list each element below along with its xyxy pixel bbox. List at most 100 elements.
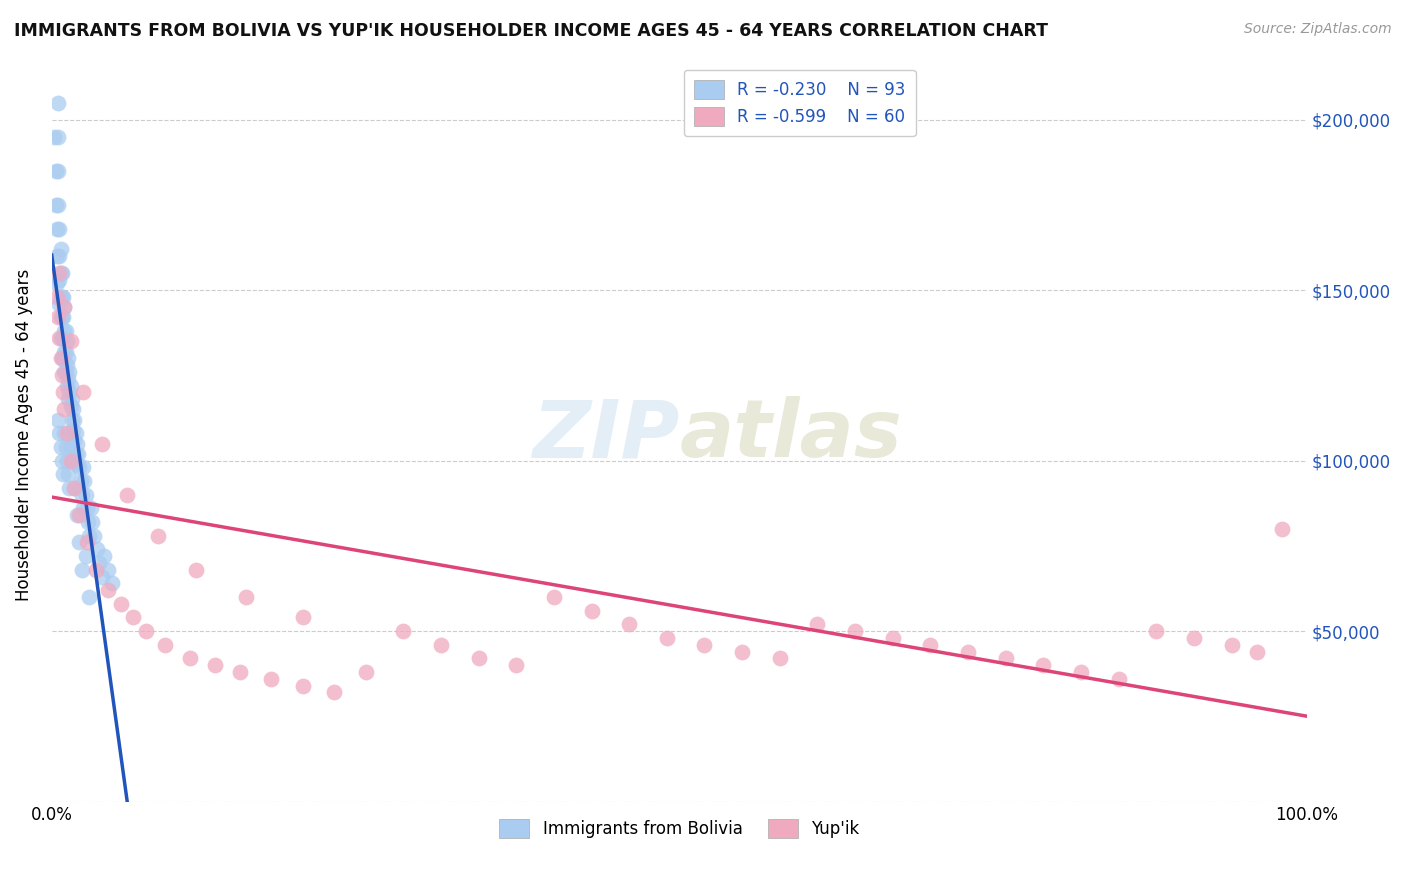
Point — [291, 610, 314, 624]
Point — [844, 624, 866, 639]
Point — [66, 436, 89, 450]
Point — [97, 563, 120, 577]
Point — [59, 399, 82, 413]
Point — [69, 474, 91, 488]
Point — [46, 95, 69, 110]
Point — [56, 358, 79, 372]
Point — [59, 378, 82, 392]
Point — [101, 576, 124, 591]
Point — [56, 372, 79, 386]
Point — [115, 488, 138, 502]
Point — [53, 402, 76, 417]
Point — [769, 651, 792, 665]
Point — [1220, 638, 1243, 652]
Point — [56, 426, 79, 441]
Point — [49, 290, 72, 304]
Point — [48, 249, 70, 263]
Point — [52, 467, 75, 482]
Point — [46, 129, 69, 144]
Point — [235, 590, 257, 604]
Point — [67, 535, 90, 549]
Point — [44, 163, 66, 178]
Point — [1246, 644, 1268, 658]
Point — [51, 368, 73, 383]
Point — [51, 351, 73, 366]
Point — [693, 638, 716, 652]
Point — [323, 685, 346, 699]
Point — [72, 385, 94, 400]
Point — [58, 365, 80, 379]
Text: IMMIGRANTS FROM BOLIVIA VS YUP'IK HOUSEHOLDER INCOME AGES 45 - 64 YEARS CORRELAT: IMMIGRANTS FROM BOLIVIA VS YUP'IK HOUSEH… — [14, 22, 1047, 40]
Point — [60, 453, 83, 467]
Point — [56, 453, 79, 467]
Point — [153, 638, 176, 652]
Point — [392, 624, 415, 639]
Point — [84, 563, 107, 577]
Point — [882, 631, 904, 645]
Point — [60, 413, 83, 427]
Point — [62, 423, 84, 437]
Point — [45, 221, 67, 235]
Point — [53, 426, 76, 441]
Point — [51, 266, 73, 280]
Point — [543, 590, 565, 604]
Point — [67, 508, 90, 523]
Text: atlas: atlas — [679, 396, 903, 474]
Point — [53, 300, 76, 314]
Legend: Immigrants from Bolivia, Yup'ik: Immigrants from Bolivia, Yup'ik — [494, 812, 866, 845]
Point — [52, 310, 75, 325]
Point — [65, 426, 87, 441]
Point — [229, 665, 252, 679]
Point — [72, 501, 94, 516]
Point — [44, 129, 66, 144]
Point — [58, 385, 80, 400]
Text: Source: ZipAtlas.com: Source: ZipAtlas.com — [1244, 22, 1392, 37]
Point — [53, 324, 76, 338]
Point — [48, 426, 70, 441]
Point — [55, 344, 77, 359]
Point — [75, 488, 97, 502]
Point — [70, 488, 93, 502]
Point — [46, 198, 69, 212]
Point — [48, 331, 70, 345]
Point — [51, 453, 73, 467]
Text: ZIP: ZIP — [531, 396, 679, 474]
Point — [63, 433, 86, 447]
Point — [291, 679, 314, 693]
Point — [60, 392, 83, 407]
Point — [77, 515, 100, 529]
Point — [83, 528, 105, 542]
Point — [45, 249, 67, 263]
Point — [467, 651, 489, 665]
Point — [62, 402, 84, 417]
Point — [56, 351, 79, 366]
Point — [49, 331, 72, 345]
Point — [79, 590, 101, 604]
Point — [110, 597, 132, 611]
Point — [51, 331, 73, 345]
Point — [91, 569, 114, 583]
Point — [55, 365, 77, 379]
Point — [80, 515, 103, 529]
Point — [59, 334, 82, 349]
Point — [1271, 522, 1294, 536]
Point — [75, 549, 97, 563]
Point — [806, 617, 828, 632]
Point — [617, 617, 640, 632]
Point — [260, 672, 283, 686]
Point — [49, 351, 72, 366]
Point — [86, 542, 108, 557]
Point — [1032, 658, 1054, 673]
Point — [46, 413, 69, 427]
Point — [63, 481, 86, 495]
Point — [56, 392, 79, 407]
Point — [48, 266, 70, 280]
Point — [52, 290, 75, 304]
Point — [44, 198, 66, 212]
Point — [122, 610, 145, 624]
Point — [48, 297, 70, 311]
Point — [51, 290, 73, 304]
Point — [46, 163, 69, 178]
Point — [46, 310, 69, 325]
Point — [56, 378, 79, 392]
